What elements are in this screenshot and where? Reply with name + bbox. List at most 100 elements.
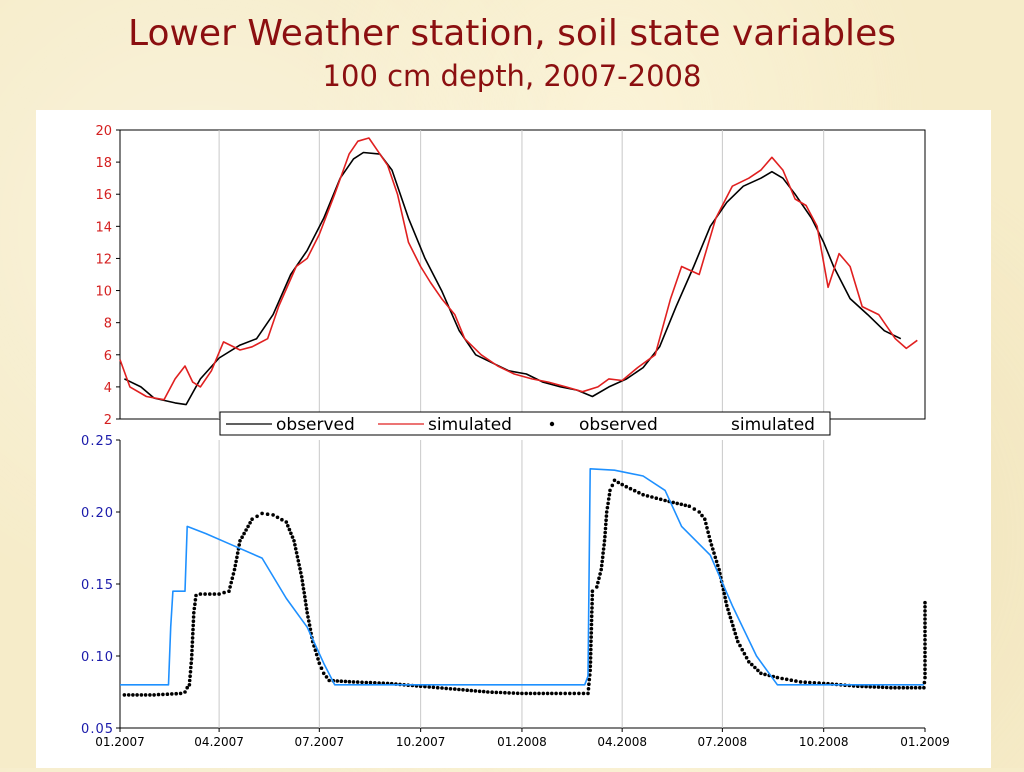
- moisture-observed-point: [716, 563, 720, 568]
- moisture-observed-point: [671, 500, 675, 505]
- moisture-observed-point: [763, 672, 767, 677]
- moisture-observed-point: [165, 692, 170, 696]
- moisture-observed-point: [812, 681, 817, 685]
- moisture-observed-point: [368, 680, 373, 685]
- moisture-observed-point: [208, 592, 212, 596]
- x-tick-label: 01.2007: [95, 735, 145, 749]
- x-tick-label: 10.2008: [799, 735, 849, 749]
- slide-subtitle: 100 cm depth, 2007-2008: [322, 59, 702, 93]
- moisture-observed-point: [486, 690, 490, 694]
- moisture-observed-point: [923, 671, 927, 676]
- moisture-observed-point: [784, 677, 789, 682]
- moisture-observed-point: [923, 646, 927, 650]
- moisture-observed-point: [423, 684, 427, 689]
- moisture-observed-point: [188, 674, 192, 678]
- moisture-observed-point: [498, 690, 503, 695]
- moisture-observed-point: [687, 504, 692, 509]
- moisture-observed-point: [203, 592, 207, 596]
- moisture-observed-point: [588, 656, 593, 660]
- moisture-observed-point: [568, 691, 572, 696]
- moisture-observed-point: [232, 567, 237, 572]
- legend: observed simulated observed simulated: [219, 411, 831, 436]
- moisture-observed-point: [550, 691, 554, 696]
- moisture-observed-point: [711, 547, 715, 551]
- moisture-observed-point: [601, 547, 606, 551]
- moisture-observed-point: [604, 518, 608, 522]
- moisture-observed-point: [246, 524, 250, 529]
- moisture-observed-point: [632, 488, 637, 493]
- moisture-observed-point: [139, 693, 144, 697]
- moisture-observed-point: [296, 559, 301, 563]
- moisture-observed-point: [230, 576, 235, 580]
- moisture-observed-point: [602, 543, 606, 547]
- moisture-observed-point: [597, 576, 601, 580]
- moisture-observed-point: [313, 648, 318, 652]
- moisture-observed-point: [880, 685, 885, 690]
- moisture-observed-point: [284, 520, 289, 524]
- moisture-observed-point: [360, 680, 364, 685]
- moisture-observed-point: [607, 492, 612, 497]
- moisture-observed-point: [189, 657, 194, 661]
- moisture-observed-point: [351, 680, 356, 684]
- moisture-observed-point: [308, 627, 313, 632]
- moisture-observed-point: [461, 688, 465, 692]
- chart-panel: 20 18 16 14 12 10 8 6 4 2 0.25 0.20 0.15 0.10 0.05 01…: [36, 110, 991, 768]
- moisture-observed-point: [923, 638, 927, 642]
- moisture-observed-point: [637, 490, 641, 495]
- moisture-observed-point: [798, 680, 803, 684]
- moisture-observed-point: [692, 507, 697, 511]
- legend-label-observed-temperature: observed: [276, 415, 355, 435]
- moisture-observed-point: [923, 675, 927, 680]
- moisture-observed-point: [373, 681, 377, 685]
- moisture-observed-point: [590, 610, 594, 614]
- moisture-observed-point: [191, 615, 196, 619]
- legend-label-simulated-moisture: simulated: [731, 415, 815, 435]
- moisture-observed-point: [922, 685, 926, 690]
- moisture-observed-point: [922, 680, 927, 685]
- moisture-observed-point: [307, 623, 312, 627]
- moisture-observed-point: [250, 517, 254, 521]
- moisture-observed-point: [616, 480, 621, 485]
- moisture-observed-point: [324, 675, 329, 679]
- moisture-observed-point: [654, 496, 659, 501]
- moisture-observed-point: [722, 591, 726, 596]
- moisture-observed-point: [271, 513, 275, 517]
- moisture-observed-point: [303, 595, 307, 599]
- moisture-observed-point: [603, 530, 607, 535]
- moisture-observed-point: [733, 631, 738, 636]
- moisture-observed-point: [192, 606, 197, 611]
- moisture-observed-point: [707, 534, 711, 539]
- moisture-observed-point: [588, 673, 592, 677]
- moisture-observed-point: [304, 607, 309, 611]
- moisture-observed-point: [187, 683, 192, 687]
- moisture-observed-point: [803, 680, 807, 684]
- moisture-observed-point: [303, 599, 308, 603]
- moisture-observed-point: [731, 623, 735, 628]
- moisture-observed-point: [301, 583, 305, 587]
- x-tick-label: 04.2007: [194, 735, 244, 749]
- moisture-observed-point: [317, 661, 322, 665]
- moisture-observed-point: [744, 655, 749, 660]
- moisture-observed-point: [537, 691, 541, 696]
- temperature-y-tick-label: 4: [104, 381, 112, 396]
- moisture-observed-point: [217, 592, 221, 596]
- moisture-observed-point: [295, 555, 300, 559]
- moisture-observed-point: [490, 690, 494, 694]
- moisture-observed-point: [923, 625, 927, 629]
- moisture-observed-point: [706, 530, 710, 534]
- temperature-y-tick-label: 12: [95, 252, 112, 267]
- moisture-observed-point: [347, 679, 352, 684]
- moisture-observed-point: [244, 528, 248, 532]
- moisture-observed-point: [554, 691, 558, 696]
- moisture-observed-point: [193, 598, 198, 602]
- moisture-observed-point: [683, 503, 688, 508]
- moisture-observed-point: [588, 651, 593, 656]
- moisture-observed-point: [808, 680, 812, 685]
- moisture-observed-point: [905, 685, 910, 690]
- moisture-observed-point: [192, 611, 196, 615]
- moisture-observed-point: [732, 627, 736, 632]
- x-tick-label: 10.2007: [396, 735, 446, 749]
- moisture-observed-point: [587, 682, 591, 686]
- moisture-observed-point: [304, 603, 308, 607]
- moisture-observed-point: [923, 621, 927, 625]
